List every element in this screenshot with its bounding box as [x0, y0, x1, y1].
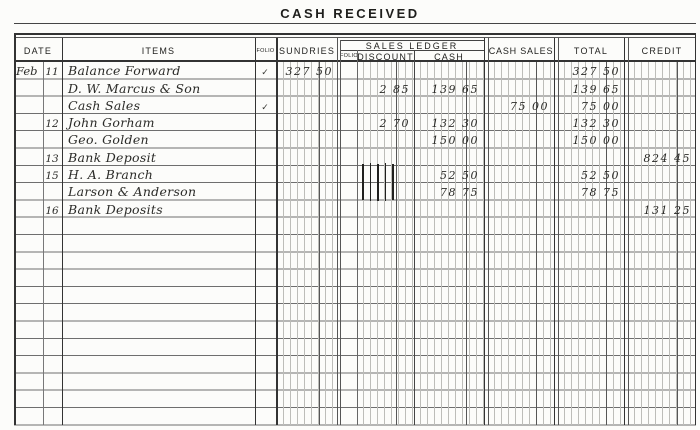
top-rule-light — [14, 36, 696, 38]
entry-credit: 824 45 — [643, 151, 691, 165]
group-header-sales-ledger: SALES LEDGER — [365, 41, 459, 51]
entry-item: Bank Deposits — [68, 201, 163, 217]
ledger-entry-row: 12 John Gorham 2 70 132 30 132 30 — [0, 114, 700, 131]
entry-cash: 139 65 — [431, 82, 479, 96]
entry-item: Geo. Golden — [68, 132, 149, 148]
folio-check-mark: ✓ — [261, 67, 269, 78]
entry-day: 12 — [45, 118, 59, 131]
entry-cash: 52 50 — [440, 169, 479, 183]
discount-cash-divider — [413, 49, 415, 425]
total-left-rule — [557, 38, 559, 425]
cash-cents-divider — [465, 62, 467, 425]
entry-cash-sales: 75 00 — [510, 99, 549, 113]
total-right-rule — [623, 38, 625, 425]
ink-stroke — [377, 164, 379, 201]
entry-item: Larson & Anderson — [68, 184, 197, 200]
entry-cash: 132 30 — [431, 117, 479, 131]
cash-sales-right-rule — [553, 38, 555, 425]
sales-ledger-box-top — [340, 39, 484, 41]
items-folio-divider — [254, 38, 256, 425]
ink-stroke — [384, 163, 387, 201]
col-header-items: ITEMS — [141, 46, 176, 56]
entry-cash: 78 75 — [440, 186, 479, 200]
ink-stroke — [369, 163, 372, 201]
credit-left-rule — [627, 38, 629, 425]
total-cents-divider — [605, 62, 607, 425]
sales-ledger-box-mid — [340, 49, 484, 51]
entry-day: 11 — [45, 66, 59, 79]
col-header-credit: CREDIT — [641, 46, 683, 56]
ledger-entry-row: Larson & Anderson 78 75 78 75 — [0, 183, 700, 200]
ledger-entry-row: 16 Bank Deposits 131 25 — [0, 200, 700, 217]
entry-item: D. W. Marcus & Son — [68, 80, 201, 96]
col-header-folio: FOLIO — [256, 48, 275, 54]
col-header-sundries: SUNDRIES — [278, 46, 336, 56]
folio-sundries-divider — [276, 38, 278, 425]
entry-discount: 2 85 — [379, 82, 410, 96]
entry-total: 132 30 — [572, 117, 620, 131]
entry-total: 150 00 — [572, 134, 620, 148]
top-rule-heavy — [14, 33, 696, 35]
sales-ledger-left-rule — [339, 39, 341, 425]
col-header-sl-cash: CASH — [434, 51, 464, 62]
entry-total: 52 50 — [581, 169, 620, 183]
col-header-discount: DISCOUNT — [357, 51, 414, 62]
ink-marks — [362, 163, 398, 201]
cash-sales-left-rule — [487, 38, 489, 425]
title-underline — [14, 22, 696, 24]
col-header-sl-folio: FOLIO — [340, 52, 359, 59]
entry-item: Bank Deposit — [68, 149, 157, 165]
entry-item: H. A. Branch — [68, 167, 154, 183]
ledger-entry-row: 15 H. A. Branch 52 50 52 50 — [0, 166, 700, 183]
cash-cent-lines — [414, 62, 484, 425]
total-cent-lines — [558, 62, 624, 425]
entry-item: John Gorham — [68, 115, 155, 131]
ledger-entry-row: 13 Bank Deposit 824 45 — [0, 149, 700, 166]
cash-right-rule — [483, 38, 485, 425]
entry-total: 139 65 — [572, 82, 620, 96]
ledger-entry-row: Cash Sales ✓ 75 00 75 00 — [0, 97, 700, 114]
date-items-divider — [61, 38, 63, 425]
entry-day: 15 — [45, 170, 59, 183]
entry-discount: 2 70 — [379, 117, 410, 131]
table-left-edge — [14, 33, 16, 425]
cash-sales-cent-lines — [488, 62, 554, 425]
entry-total: 75 00 — [581, 99, 620, 113]
credit-cent-lines — [628, 62, 695, 425]
date-day-divider — [43, 62, 44, 425]
sundries-cents-divider — [318, 62, 320, 425]
col-header-total: TOTAL — [573, 46, 609, 56]
col-header-cash-sales: CASH SALES — [488, 46, 554, 56]
ledger-entry-row: Feb 11 Balance Forward ✓ 327 50 327 50 — [0, 62, 700, 79]
slfolio-discount-divider — [356, 49, 358, 425]
sundries-right-rule — [336, 38, 338, 425]
sundries-cent-lines — [277, 62, 337, 425]
entry-cash: 150 00 — [431, 134, 479, 148]
entry-total: 327 50 — [572, 65, 620, 79]
col-header-date: DATE — [23, 46, 53, 56]
entry-item: Cash Sales — [68, 97, 141, 113]
entry-total: 78 75 — [581, 186, 620, 200]
page-title: CASH RECEIVED — [280, 6, 420, 21]
ledger-entry-row: D. W. Marcus & Son 2 85 139 65 139 65 — [0, 79, 700, 96]
cash-sales-cents-divider — [535, 62, 537, 425]
entry-credit: 131 25 — [643, 203, 691, 217]
ink-stroke — [362, 164, 364, 200]
discount-cent-lines — [357, 62, 414, 425]
table-right-edge — [694, 33, 696, 425]
folio-check-mark: ✓ — [261, 101, 269, 112]
ledger-entry-row: Geo. Golden 150 00 150 00 — [0, 131, 700, 148]
header-bottom-rule — [14, 60, 696, 62]
entry-month: Feb — [16, 64, 38, 79]
entry-item: Balance Forward — [68, 63, 181, 79]
entry-day: 13 — [45, 152, 59, 165]
discount-cents-divider — [395, 62, 397, 425]
entry-sundries: 327 50 — [285, 65, 333, 79]
entry-day: 16 — [45, 204, 59, 217]
credit-cents-divider — [676, 62, 678, 425]
ink-stroke — [392, 164, 394, 200]
